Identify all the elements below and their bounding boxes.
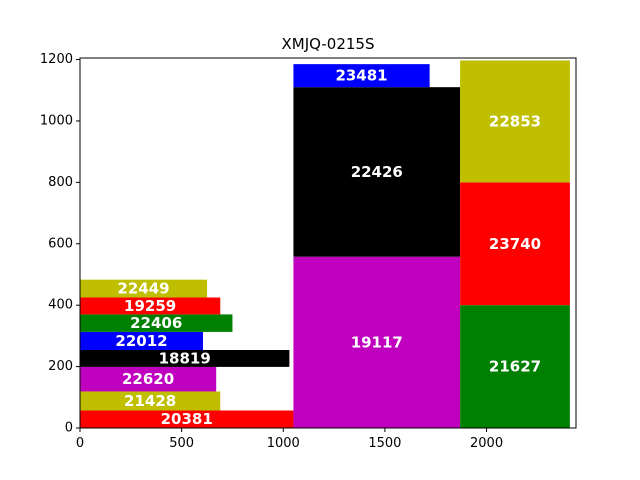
box-label-19117: 19117	[351, 333, 403, 351]
box-22620	[80, 366, 217, 392]
box-18819	[80, 350, 290, 367]
box-label-22012: 22012	[115, 332, 167, 350]
box-23481	[293, 64, 430, 88]
box-label-22620: 22620	[122, 370, 174, 388]
y-tick-label: 1200	[40, 52, 73, 67]
box-21428	[80, 391, 221, 411]
y-tick-label: 400	[48, 298, 73, 313]
box-label-21627: 21627	[489, 358, 541, 376]
x-tick-label: 1000	[267, 436, 300, 451]
chart-title: XMJQ-0215S	[282, 35, 375, 53]
y-tick-label: 600	[48, 236, 73, 251]
y-tick-label: 0	[65, 421, 73, 436]
box-label-20381: 20381	[161, 410, 213, 428]
box-label-21428: 21428	[124, 392, 176, 410]
box-label-18819: 18819	[159, 349, 211, 367]
y-tick-label: 200	[48, 359, 73, 374]
box-20381	[80, 410, 294, 428]
y-axis: 0 200 400 600 800 1000 1200	[40, 52, 80, 436]
x-tick-label: 500	[169, 436, 194, 451]
y-tick-label: 1000	[40, 113, 73, 128]
box-19117	[293, 256, 461, 428]
box-label-23740: 23740	[489, 235, 541, 253]
box-22406	[80, 314, 233, 332]
box-22012	[80, 331, 203, 351]
box-23740	[460, 182, 570, 306]
box-label-19259: 19259	[124, 297, 176, 315]
box-22426	[293, 87, 461, 257]
x-axis: 0 500 1000 1500 2000	[76, 428, 503, 451]
box-label-22449: 22449	[117, 280, 169, 298]
box-19259	[80, 297, 221, 315]
x-tick-label: 2000	[470, 436, 503, 451]
x-tick-label: 0	[76, 436, 84, 451]
box-22449	[80, 279, 208, 298]
box-22853	[460, 60, 570, 183]
box-label-22426: 22426	[351, 163, 403, 181]
box-label-23481: 23481	[335, 67, 387, 85]
plot-frame	[79, 57, 577, 429]
box-label-22406: 22406	[130, 314, 182, 332]
box-label-22853: 22853	[489, 112, 541, 130]
y-tick-label: 800	[48, 175, 73, 190]
box-21627	[460, 305, 570, 428]
x-tick-label: 1500	[368, 436, 401, 451]
